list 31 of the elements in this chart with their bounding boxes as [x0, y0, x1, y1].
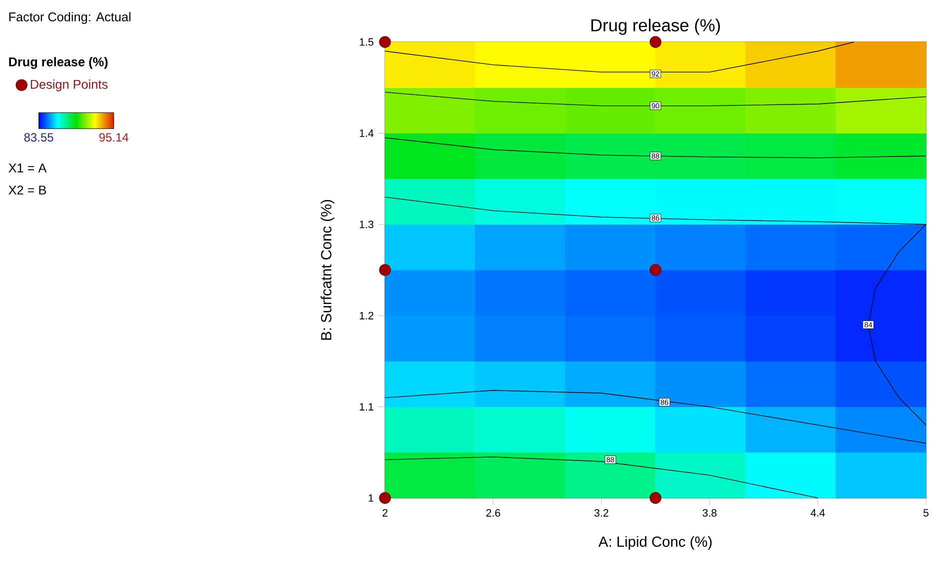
point — [379, 492, 391, 504]
color-bar-label: 83.55 — [24, 133, 54, 142]
line-series — [384, 92, 926, 106]
point — [379, 264, 391, 276]
y-tick-label: 1.5 — [360, 38, 374, 46]
y-tick-label: 1 — [368, 494, 374, 502]
x-tick-label: 2 — [382, 509, 388, 517]
chart-title: Drug release (%) — [591, 18, 720, 35]
point — [650, 36, 662, 48]
y-tick-label: 1.4 — [360, 130, 374, 137]
y-tick-label: 1.3 — [360, 220, 374, 228]
point — [379, 36, 391, 48]
y-tick-label: 1.2 — [360, 312, 374, 320]
line-series — [384, 456, 818, 498]
y-tick-label: 1.1 — [360, 403, 374, 410]
x-tick-label: 3.2 — [594, 509, 608, 517]
line-series — [384, 137, 926, 158]
text: X2 = B — [8, 186, 46, 194]
text: Factor Coding: Actual — [9, 12, 130, 24]
x-tick-label: 4.4 — [810, 509, 825, 516]
x-tick-label: 2.6 — [486, 509, 500, 517]
x-tick-label: 3.8 — [702, 509, 717, 517]
point — [650, 264, 662, 276]
point — [650, 492, 662, 504]
x-tick-label: 5 — [923, 509, 929, 517]
y-axis-title: B: Surfcatnt Conc (%) — [320, 200, 334, 340]
legend-title: Drug release (%) — [9, 57, 108, 69]
x-axis-title: A: Lipid Conc (%) — [598, 536, 712, 550]
text: X1 = A — [8, 164, 47, 172]
color-bar-label: 95.14 — [99, 133, 128, 142]
legend-label: Design Points — [30, 80, 108, 92]
